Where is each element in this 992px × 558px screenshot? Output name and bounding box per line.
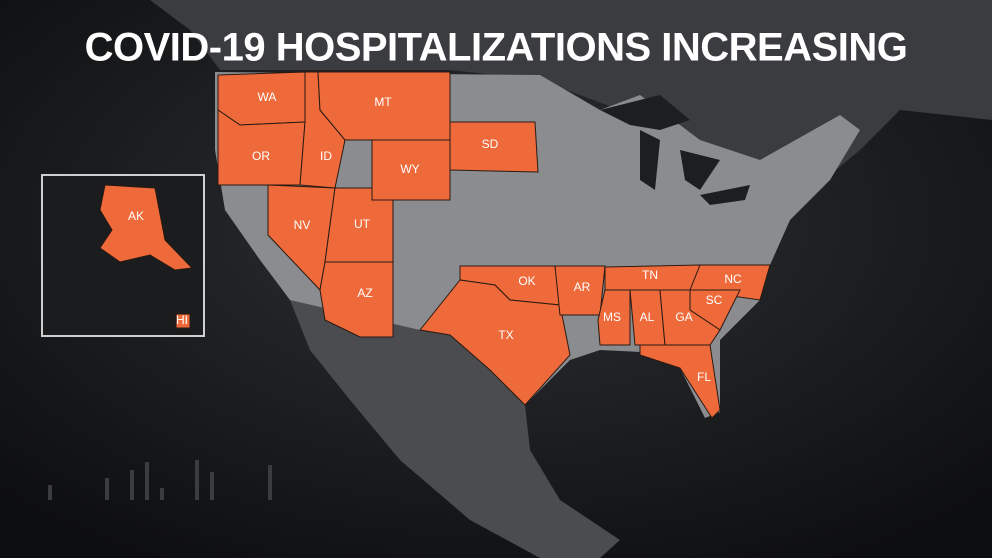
state-label: HI xyxy=(176,313,188,327)
state-label: OK xyxy=(518,274,535,288)
state-label: OR xyxy=(252,149,270,163)
state-shape xyxy=(449,121,539,173)
state-label: ID xyxy=(320,149,332,163)
state-shape xyxy=(419,279,571,406)
map-title: COVID-19 HOSPITALIZATIONS INCREASING xyxy=(85,26,908,70)
state-label: AL xyxy=(640,310,655,324)
state-shape xyxy=(319,261,394,338)
state-label: WY xyxy=(400,162,419,176)
state-label: SD xyxy=(482,137,499,151)
state-shape xyxy=(99,184,194,271)
state-shape xyxy=(597,289,631,346)
state-label: SC xyxy=(706,293,723,307)
state-shape xyxy=(371,139,451,201)
state-label: AK xyxy=(128,209,144,223)
decor-bars xyxy=(48,460,272,500)
state-label: TX xyxy=(498,328,513,342)
state-label: NV xyxy=(294,218,311,232)
state-label: FL xyxy=(697,370,711,384)
state-shape xyxy=(639,344,721,419)
state-label: GA xyxy=(675,310,692,324)
state-label: MT xyxy=(374,95,392,109)
mexico xyxy=(290,300,620,558)
state-label: MS xyxy=(603,310,621,324)
state-shape xyxy=(175,313,191,329)
state-label: TN xyxy=(642,268,658,282)
state-label: AZ xyxy=(357,286,372,300)
state-label: AR xyxy=(574,280,591,294)
state-label: NC xyxy=(724,272,742,286)
state-label: UT xyxy=(354,217,371,231)
state-label: WA xyxy=(258,90,277,104)
great-lakes xyxy=(600,95,750,205)
